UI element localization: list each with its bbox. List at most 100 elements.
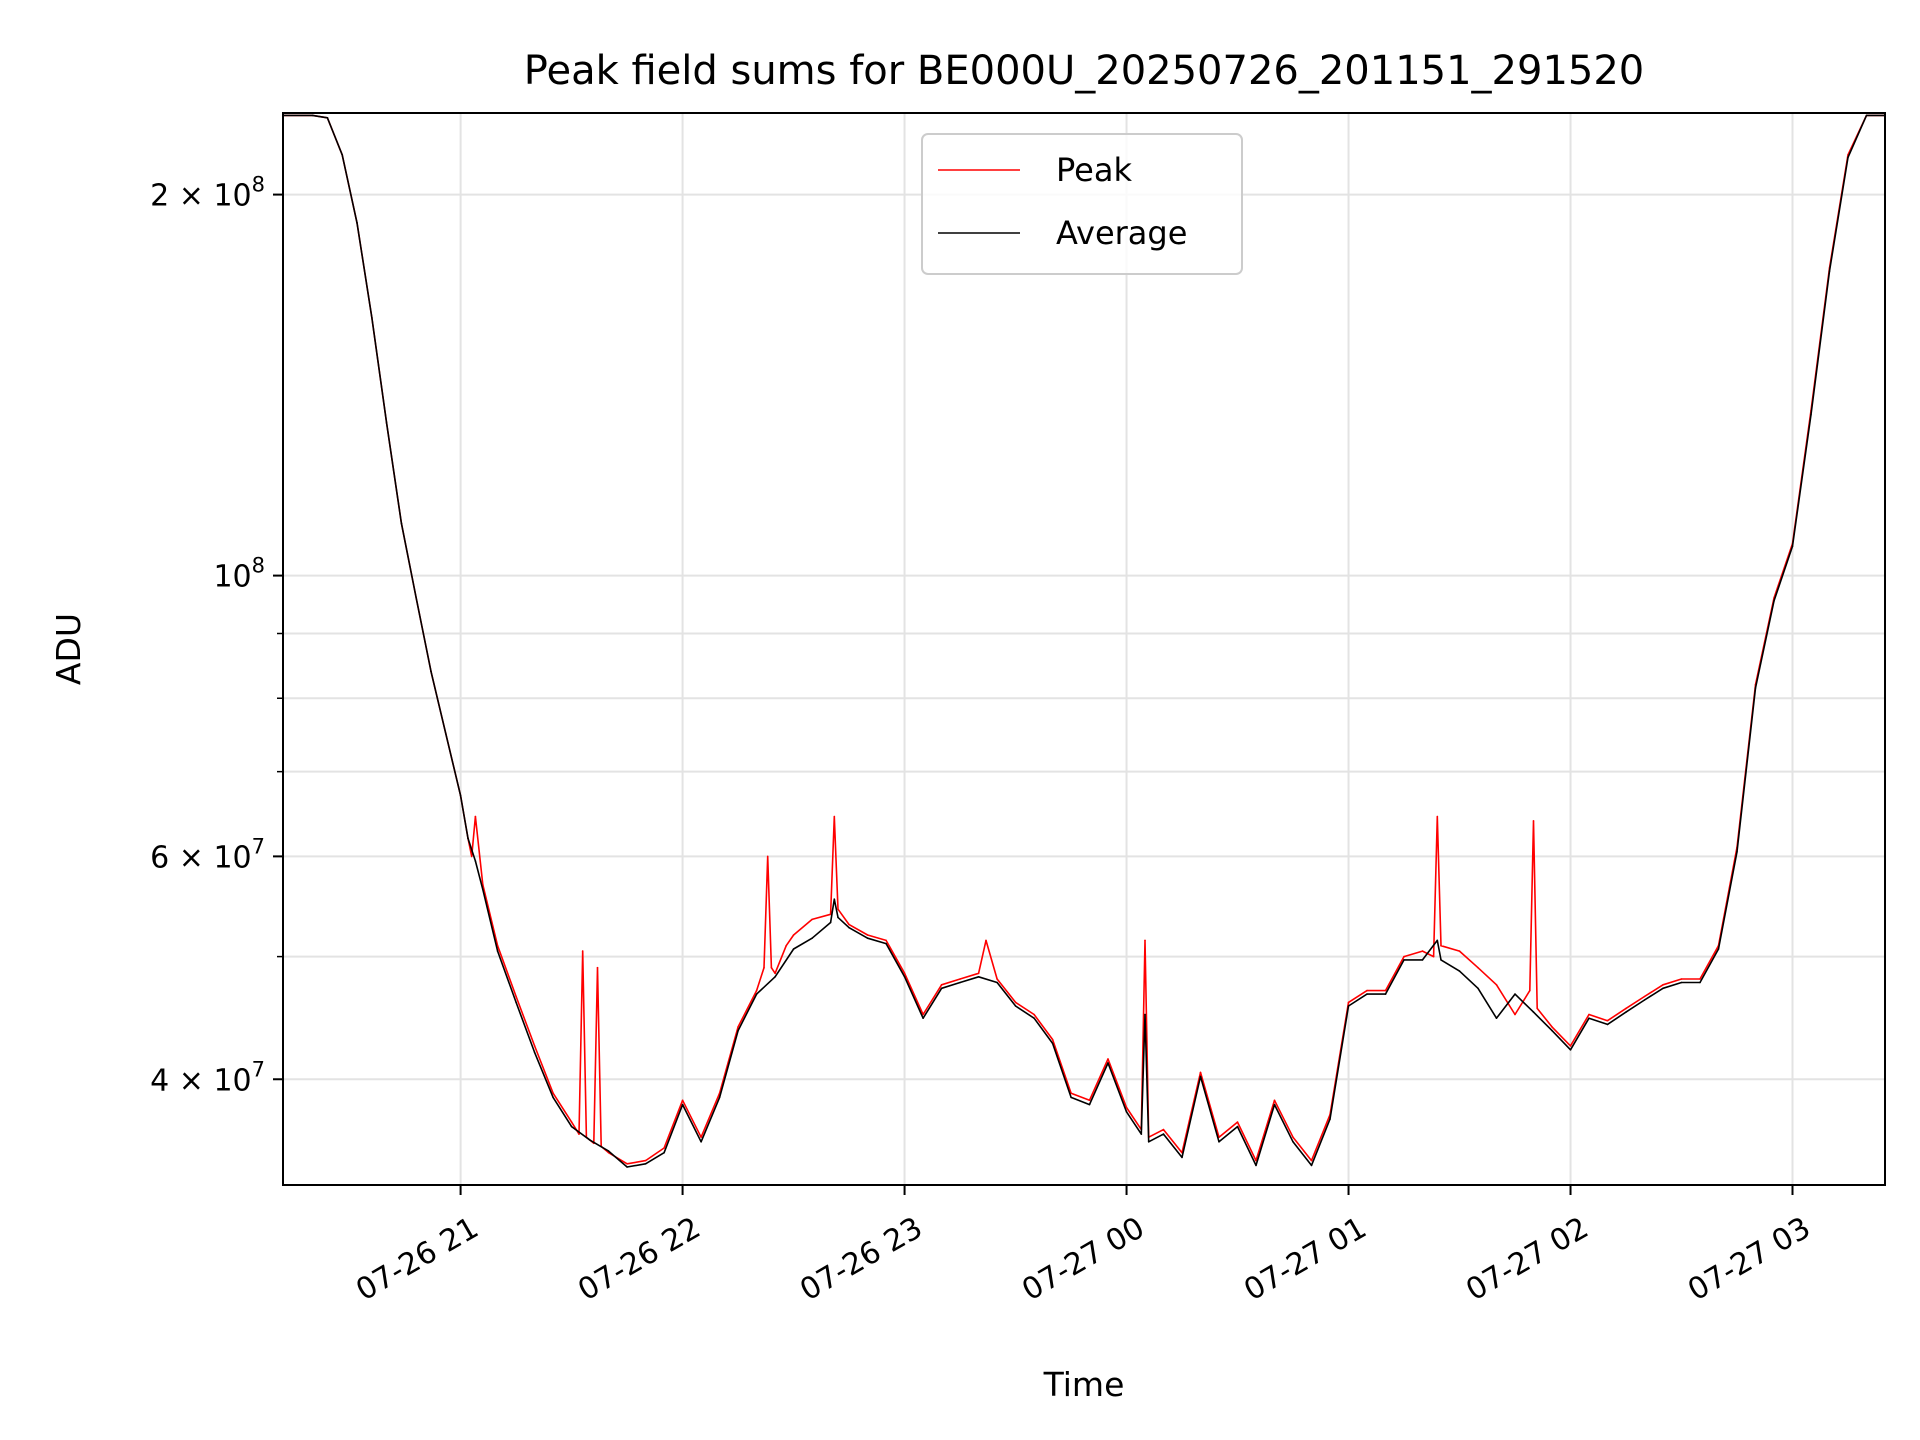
data-point-average (1551, 1029, 1553, 1032)
data-point-average (792, 948, 795, 950)
data-point-average (1273, 1103, 1276, 1106)
data-point-peak (1432, 955, 1435, 958)
legend-label-peak: Peak (1056, 151, 1132, 189)
data-point-peak (1033, 1013, 1035, 1016)
data-point-average (848, 926, 850, 929)
data-point-average (371, 316, 373, 319)
chart-title: Peak field sums for BE000U_20250726_2011… (524, 48, 1644, 94)
data-point-peak (1403, 955, 1405, 958)
data-point-average (1181, 1156, 1183, 1159)
data-point-average (1736, 851, 1738, 853)
data-point-peak (1162, 1128, 1165, 1131)
data-point-peak (1643, 995, 1646, 998)
data-point-average (1014, 1005, 1017, 1007)
data-point-average (474, 860, 477, 862)
data-point-peak (1477, 966, 1479, 969)
data-point-peak (1532, 820, 1535, 822)
data-point-peak (885, 939, 887, 942)
data-point-average (607, 1150, 610, 1152)
data-point-average (445, 732, 447, 735)
data-point-average (1162, 1133, 1165, 1135)
data-point-peak (837, 908, 839, 910)
y-tick-exponent: 7 (252, 834, 265, 858)
data-point-average (1680, 981, 1683, 984)
data-point-peak (1551, 1026, 1553, 1028)
data-point-peak (1051, 1038, 1054, 1041)
data-point-average (496, 950, 499, 952)
data-point-peak (681, 1099, 684, 1102)
data-point-average (626, 1166, 628, 1168)
data-point-average (1125, 1111, 1128, 1113)
data-point-average (1107, 1062, 1109, 1064)
data-point-average (1421, 959, 1424, 961)
data-point-peak (785, 944, 787, 947)
data-point-peak (578, 1133, 580, 1135)
data-point-average (1403, 959, 1405, 961)
data-point-peak (1014, 1001, 1017, 1004)
data-point-average (1662, 987, 1664, 990)
data-point-peak (755, 989, 758, 992)
data-point-average (552, 1096, 554, 1099)
data-point-average (467, 837, 469, 840)
data-point-average (755, 993, 758, 995)
data-point-average (1606, 1023, 1609, 1026)
data-point-average (903, 976, 906, 978)
data-point-peak (581, 950, 584, 952)
data-point-average (833, 898, 836, 900)
data-point-average (1144, 1013, 1146, 1016)
data-point-average (1458, 970, 1461, 972)
data-point-peak (1569, 1045, 1572, 1047)
data-point-average (940, 987, 943, 990)
data-point-average (400, 522, 403, 524)
data-point-peak (1662, 984, 1664, 986)
data-point-peak (792, 934, 795, 936)
data-point-average (459, 794, 462, 797)
data-point-peak (763, 966, 765, 969)
data-point-peak (1366, 989, 1368, 992)
legend: Peak Average (921, 133, 1243, 275)
y-tick-label: 2 × 108 (150, 173, 265, 214)
data-point-peak (1421, 950, 1424, 952)
data-point-average (326, 117, 329, 119)
data-point-peak (1070, 1092, 1072, 1094)
data-point-average (700, 1141, 702, 1143)
data-point-average (1218, 1141, 1220, 1143)
data-point-average (482, 888, 484, 891)
data-point-average (1773, 600, 1775, 602)
data-point-average (1140, 1133, 1143, 1135)
data-point-peak (977, 972, 980, 975)
data-point-average (1033, 1017, 1035, 1019)
data-point-peak (1458, 950, 1461, 952)
data-point-average (1569, 1049, 1572, 1051)
data-point-average (415, 597, 418, 599)
data-point-average (1865, 114, 1868, 117)
x-axis-title: Time (1043, 1365, 1125, 1404)
data-point-average (922, 1017, 924, 1019)
data-point-peak (533, 1045, 536, 1047)
data-point-peak (940, 984, 943, 986)
data-point-average (1199, 1075, 1202, 1078)
data-point-average (1477, 987, 1479, 990)
data-point-average (1088, 1103, 1091, 1106)
data-point-peak (1625, 1007, 1627, 1010)
data-point-average (829, 921, 832, 924)
data-point-peak (1536, 1007, 1538, 1010)
y-axis-title: ADU (49, 613, 88, 685)
data-point-peak (996, 978, 998, 980)
data-point-average (1384, 993, 1387, 995)
data-point-average (1495, 1017, 1498, 1019)
data-point-average (737, 1029, 739, 1032)
y-tick-label: 108 (213, 554, 265, 595)
y-tick-exponent: 7 (252, 1057, 265, 1081)
data-point-average (996, 981, 998, 984)
data-point-average (1236, 1125, 1239, 1128)
legend-label-average: Average (1056, 214, 1187, 252)
data-point-average (977, 976, 980, 978)
data-point-peak (1495, 984, 1498, 986)
data-point-average (1147, 1141, 1150, 1143)
data-point-average (1625, 1011, 1627, 1013)
data-point-average (1310, 1164, 1313, 1167)
data-point-average (1847, 156, 1849, 159)
data-point-peak (515, 995, 517, 998)
